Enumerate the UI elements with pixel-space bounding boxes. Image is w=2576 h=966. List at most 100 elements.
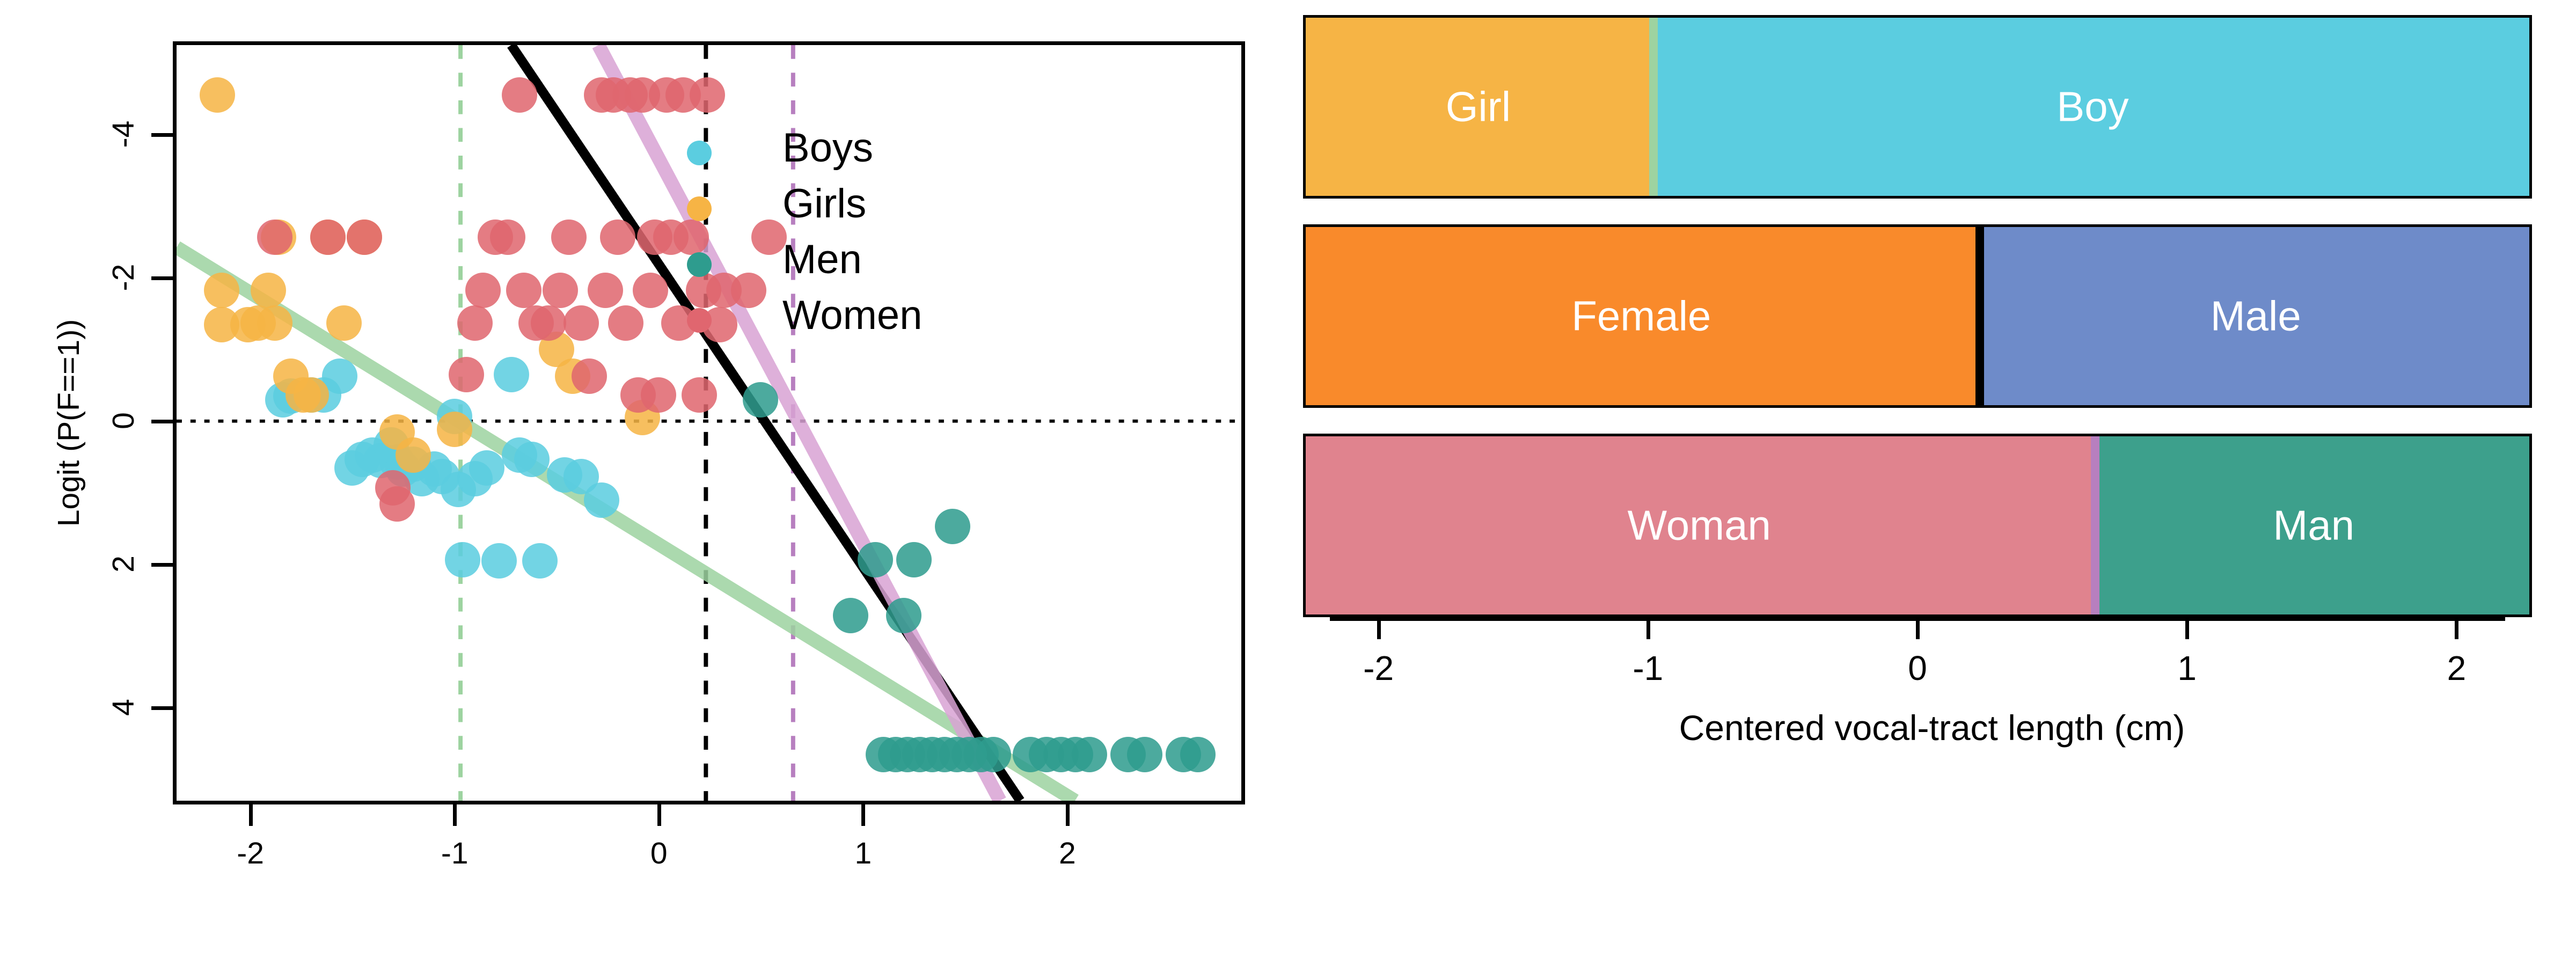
y-tick-label: 2 (106, 555, 141, 573)
data-point-girls (251, 272, 287, 308)
data-point-boys (583, 482, 619, 518)
bar-label-man: Man (2273, 501, 2355, 549)
y-tick-mark (151, 276, 173, 280)
data-point-women (571, 358, 607, 394)
data-point-women (502, 77, 538, 113)
right-x-tick-mark (1377, 621, 1381, 639)
x-tick-mark (248, 804, 253, 826)
data-point-men (1072, 736, 1108, 772)
bar-segment-female (1303, 224, 1980, 408)
data-point-women (674, 219, 709, 255)
right-x-tick-label: -1 (1633, 649, 1664, 687)
x-tick-mark (453, 804, 457, 826)
bar-segment-woman (1303, 434, 2096, 617)
data-point-women (310, 219, 346, 255)
bar-segment-man (2095, 434, 2532, 617)
right-x-tick-mark (2455, 621, 2459, 639)
y-tick-label: -2 (106, 264, 141, 291)
bar-label-girl: Girl (1445, 83, 1511, 130)
data-point-boys (481, 543, 517, 579)
data-point-women (347, 219, 383, 255)
stacked-category-panel: Girl Boy Female Male Woman Man -2 -1 0 1 2 Center… (1288, 0, 2576, 966)
data-point-girls (326, 305, 362, 341)
bar-segment-male (1979, 224, 2532, 408)
all-speakers-bar: Female Male (1303, 224, 2532, 408)
data-point-girls (200, 77, 236, 113)
data-point-women (588, 272, 624, 308)
data-point-women (379, 486, 415, 522)
y-tick-label: 4 (106, 698, 141, 716)
data-point-women (489, 219, 525, 255)
x-tick-label: -2 (237, 836, 264, 870)
data-point-women (457, 305, 493, 341)
y-tick-mark (151, 706, 173, 710)
data-point-men (885, 597, 921, 633)
legend-label: Women (782, 292, 923, 338)
data-point-women (751, 219, 787, 255)
data-point-boys (494, 357, 530, 393)
data-point-women (551, 219, 587, 255)
data-point-women (690, 77, 726, 113)
data-point-men (832, 597, 868, 633)
adults-bar: Woman Man (1303, 434, 2532, 617)
x-tick-mark (861, 804, 866, 826)
bar-label-boy: Boy (2057, 83, 2129, 130)
data-point-women (449, 357, 485, 393)
data-point-men (896, 541, 932, 577)
x-tick-label: -1 (441, 836, 469, 870)
data-point-men (976, 736, 1012, 772)
data-point-men (857, 541, 893, 577)
right-x-axis-title: Centered vocal-tract length (cm) (1679, 708, 2185, 748)
data-point-boys (522, 543, 558, 579)
x-tick-mark (657, 804, 661, 826)
x-tick-label: 1 (854, 836, 872, 870)
data-point-girls (436, 411, 472, 447)
right-x-axis-line (1330, 617, 2505, 621)
regression-lines-layer (177, 45, 1241, 801)
data-point-women (543, 272, 579, 308)
bar-divider-line (2091, 434, 2100, 617)
data-point-men (1126, 736, 1162, 772)
data-point-men (935, 509, 971, 545)
data-point-boys (469, 450, 505, 486)
y-tick-label: -4 (106, 120, 141, 148)
data-point-women (632, 272, 668, 308)
adults-fit-line (592, 45, 1006, 801)
data-point-men (743, 382, 779, 418)
bar-segment-boy (1653, 15, 2532, 199)
bar-divider-line (1975, 224, 1984, 408)
data-point-women (682, 377, 718, 413)
right-x-tick-mark (1916, 621, 1920, 639)
data-point-girls (257, 305, 292, 341)
data-point-women (600, 219, 636, 255)
y-tick-mark (151, 419, 173, 423)
right-x-tick-label: 2 (2447, 649, 2467, 687)
children-fit-line (177, 241, 1079, 801)
data-point-women (608, 305, 644, 341)
y-tick-mark (151, 133, 173, 137)
bar-label-male: Male (2210, 292, 2301, 340)
right-x-tick-label: 1 (2177, 649, 2197, 687)
y-tick-mark (151, 562, 173, 567)
legend-swatch-icon (687, 196, 712, 221)
legend-swatch-icon (687, 308, 712, 333)
data-point-women (465, 272, 501, 308)
right-x-tick-mark (1646, 621, 1650, 639)
y-tick-label: 0 (106, 412, 141, 429)
legend-label: Girls (782, 181, 867, 226)
x-tick-mark (1065, 804, 1070, 826)
data-point-women (257, 219, 292, 255)
data-point-girls (294, 377, 330, 413)
data-point-girls (203, 272, 239, 308)
bar-label-female: Female (1571, 292, 1711, 340)
legend-label: Men (782, 237, 862, 282)
bar-divider-line (1649, 15, 1658, 199)
data-point-women (563, 305, 599, 341)
x-tick-label: 0 (650, 836, 668, 870)
data-point-girls (396, 437, 431, 473)
bar-segment-girl (1303, 15, 1653, 199)
x-tick-label: 2 (1059, 836, 1076, 870)
data-point-boys (514, 441, 550, 477)
scatter-logit-panel: Logit (P(F==1)) 4 2 0 -2 -4 -2 -1 0 1 2 Boys Girl… (52, 41, 1245, 870)
